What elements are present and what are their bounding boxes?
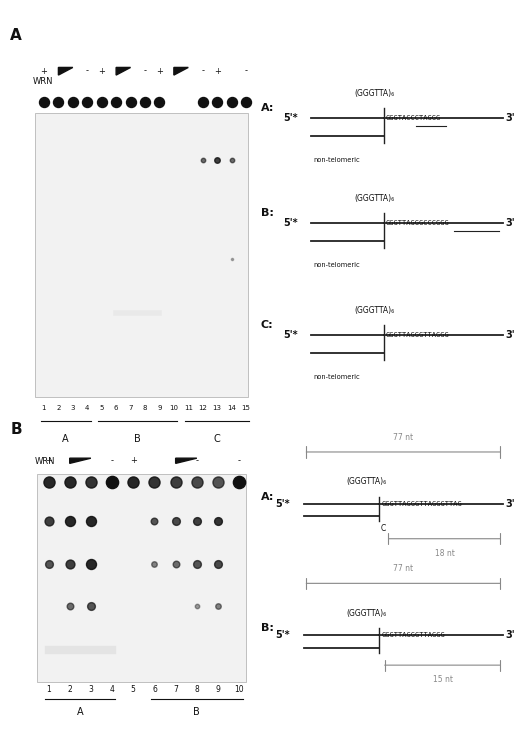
- Text: (GGGTTA)₆: (GGGTTA)₆: [354, 89, 394, 98]
- Text: -: -: [110, 456, 114, 465]
- Text: 8: 8: [195, 685, 199, 695]
- Text: (GGGTTA)₆: (GGGTTA)₆: [347, 609, 387, 617]
- Text: 5'*: 5'*: [276, 499, 291, 509]
- Text: A: A: [62, 434, 69, 444]
- Text: +: +: [214, 66, 221, 76]
- Text: 4: 4: [85, 405, 89, 411]
- Text: 2: 2: [67, 685, 72, 695]
- Text: 18 nt: 18 nt: [434, 549, 455, 558]
- Text: -: -: [238, 456, 241, 465]
- Text: 6: 6: [152, 685, 157, 695]
- Text: 7: 7: [128, 405, 133, 411]
- Text: A: A: [10, 28, 22, 43]
- Text: +: +: [156, 66, 163, 76]
- Text: 14: 14: [227, 405, 236, 411]
- Text: WRN: WRN: [35, 456, 55, 466]
- Text: 5'*: 5'*: [276, 631, 291, 640]
- Text: 12: 12: [198, 405, 207, 411]
- Text: 1: 1: [42, 405, 46, 411]
- Text: GGGTACCCTAGGG: GGGTACCCTAGGG: [385, 115, 441, 121]
- Text: 4: 4: [109, 685, 115, 695]
- Text: +: +: [130, 456, 137, 465]
- Text: +: +: [41, 66, 47, 76]
- Text: 7: 7: [173, 685, 178, 695]
- Text: (GGGTTA)₆: (GGGTTA)₆: [354, 194, 394, 203]
- Text: 8: 8: [143, 405, 147, 411]
- Text: -: -: [86, 66, 89, 76]
- Text: (GGGTTA)₆: (GGGTTA)₆: [354, 306, 394, 315]
- Text: 2: 2: [56, 405, 60, 411]
- Text: 5: 5: [131, 685, 136, 695]
- Text: +: +: [45, 456, 52, 465]
- Text: C:: C:: [261, 319, 273, 330]
- Text: 77 nt: 77 nt: [393, 564, 413, 574]
- Text: 3': 3': [506, 218, 515, 228]
- Bar: [35, 113, 248, 397]
- Text: B:: B:: [261, 208, 273, 217]
- Text: B:: B:: [261, 623, 273, 633]
- Text: B: B: [10, 422, 22, 437]
- Text: 9: 9: [157, 405, 162, 411]
- Text: 3': 3': [506, 631, 515, 640]
- Text: 3': 3': [506, 113, 515, 123]
- Polygon shape: [116, 68, 131, 75]
- Text: 5: 5: [100, 405, 104, 411]
- Text: 3: 3: [88, 685, 93, 695]
- Text: 3': 3': [506, 499, 515, 509]
- Text: non-telomeric: non-telomeric: [314, 374, 360, 380]
- Text: 3': 3': [506, 330, 515, 340]
- Text: 11: 11: [184, 405, 193, 411]
- Text: 9: 9: [216, 685, 220, 695]
- Text: GGGTTAGGGTTAGGG: GGGTTAGGGTTAGGG: [385, 332, 449, 338]
- Text: 10: 10: [169, 405, 179, 411]
- Polygon shape: [70, 459, 91, 464]
- Text: non-telomeric: non-telomeric: [314, 157, 360, 163]
- Text: -: -: [201, 66, 204, 76]
- Text: 1: 1: [46, 685, 51, 695]
- Bar: [37, 475, 246, 682]
- Text: A:: A:: [261, 491, 274, 502]
- Text: 77 nt: 77 nt: [393, 433, 413, 442]
- Text: 13: 13: [213, 405, 222, 411]
- Text: A: A: [77, 707, 84, 717]
- Text: -: -: [196, 456, 198, 465]
- Text: non-telomeric: non-telomeric: [314, 262, 360, 268]
- Text: C: C: [214, 434, 220, 444]
- Text: 5'*: 5'*: [283, 113, 298, 123]
- Text: 5'*: 5'*: [283, 218, 298, 228]
- Text: GGGTTAGGGTTAGGG: GGGTTAGGGTTAGGG: [382, 632, 446, 639]
- Text: 5'*: 5'*: [283, 330, 298, 340]
- Text: 6: 6: [114, 405, 118, 411]
- Text: +: +: [98, 66, 105, 76]
- Polygon shape: [58, 68, 73, 75]
- Text: 15 nt: 15 nt: [432, 675, 453, 684]
- Text: -: -: [245, 66, 248, 76]
- Text: C: C: [381, 524, 386, 533]
- Text: GGGTTAGGGCCCGGG: GGGTTAGGGCCCGGG: [385, 220, 449, 226]
- Text: B: B: [194, 707, 200, 717]
- Polygon shape: [175, 459, 197, 464]
- Polygon shape: [174, 68, 188, 75]
- Text: (GGGTTA)₆: (GGGTTA)₆: [347, 477, 387, 486]
- Text: A:: A:: [261, 103, 274, 112]
- Text: 15: 15: [241, 405, 250, 411]
- Text: GGGTTAGGGTTAGGGTTAG: GGGTTAGGGTTAGGGTTAG: [382, 501, 463, 507]
- Text: 10: 10: [234, 685, 244, 695]
- Text: WRN: WRN: [33, 77, 53, 86]
- Text: B: B: [134, 434, 141, 444]
- Text: 3: 3: [71, 405, 75, 411]
- Text: -: -: [143, 66, 147, 76]
